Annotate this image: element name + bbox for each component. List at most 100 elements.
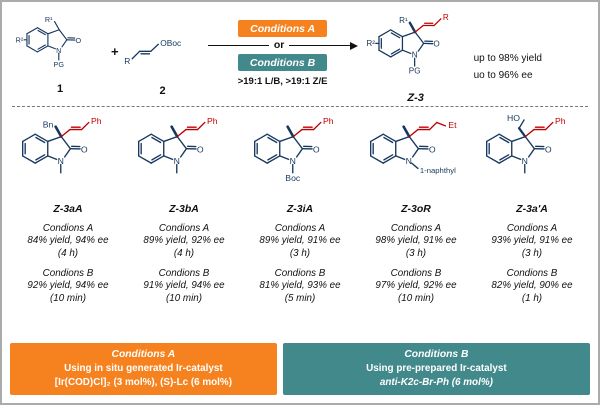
atom-label: Ph — [207, 116, 218, 126]
compound-label: Z-3a'A — [516, 202, 548, 215]
legend-a-line1: Using in situ generated Ir-catalyst — [64, 363, 223, 375]
bond — [498, 155, 513, 164]
conditions-b-title: Condions B — [158, 267, 210, 279]
product-block: N O PG R¹ R R² Z-3 — [360, 10, 472, 104]
bond — [35, 136, 46, 144]
legend-a-title: Conditions A — [111, 348, 176, 360]
result-a: 89% yield, 92% ee — [143, 234, 225, 246]
bond — [151, 136, 162, 144]
bond — [414, 31, 424, 45]
legend-b-line1: Using pre-prepared Ir-catalyst — [366, 363, 507, 375]
time-b: (10 min) — [166, 293, 202, 305]
atom-label: R — [124, 56, 130, 66]
structure-Z-3a-prime-A: N O HO Ph — [486, 113, 566, 174]
compound-number-2: 2 — [159, 85, 166, 98]
bond — [267, 136, 278, 144]
bond — [524, 135, 536, 150]
ee-note: uo to 96% ee — [473, 70, 533, 81]
bond — [54, 125, 63, 138]
time-a: (4 h) — [57, 247, 79, 259]
result-b: 82% yield, 90% ee — [491, 279, 573, 291]
or-label: or — [273, 39, 285, 51]
product-entry-2: N O Ph Z-3bA Condions A 89% yield, 92% ee … — [126, 113, 242, 306]
atom-label: N — [174, 156, 180, 166]
yield-note: up to 98% yield — [473, 53, 542, 64]
bond — [486, 155, 500, 164]
conditions-a-title: Condions A — [274, 222, 326, 234]
bond — [377, 49, 391, 58]
bond — [499, 154, 510, 161]
conditions-a-title: Condions A — [506, 222, 558, 234]
bond — [60, 128, 71, 138]
atom-label: R¹ — [399, 16, 408, 25]
bond — [390, 32, 400, 39]
bond — [279, 135, 294, 143]
conditions-b-title: Condions B — [390, 267, 442, 279]
bond — [150, 133, 165, 143]
bond — [417, 42, 424, 52]
structure-Z-3aA: N O Bn Ph — [22, 116, 102, 174]
atom-label: R — [443, 13, 449, 22]
bond — [176, 128, 187, 138]
conditions-b-legend: Conditions B Using pre-prepared Ir-catal… — [282, 342, 590, 395]
bond — [436, 121, 447, 127]
bond — [390, 48, 400, 55]
atom-label: R¹ — [45, 15, 53, 24]
bond — [26, 27, 38, 35]
bond — [47, 29, 60, 35]
structure-product-Z-3: N O PG R¹ R R² — [366, 13, 449, 75]
bond — [138, 155, 152, 164]
bond — [22, 133, 36, 143]
bond — [395, 135, 410, 143]
bond — [401, 31, 416, 38]
bond — [511, 155, 522, 160]
time-a: (3 h) — [289, 247, 311, 259]
bond — [80, 121, 90, 131]
atom-label: Ph — [555, 116, 566, 126]
bond — [138, 133, 152, 143]
bond — [382, 155, 397, 164]
bond — [370, 155, 384, 164]
bond — [131, 50, 140, 60]
time-b: (5 min) — [284, 293, 316, 305]
atom-label: PG — [408, 66, 420, 75]
arrow-line-right — [289, 45, 351, 46]
result-a: 89% yield, 91% ee — [259, 234, 341, 246]
bond — [292, 135, 304, 150]
atom-label: OBoc — [160, 38, 181, 48]
bond — [401, 49, 411, 55]
bond — [377, 29, 391, 38]
conditions-b-title: Condions B — [506, 267, 558, 279]
result-a: 98% yield, 91% ee — [375, 234, 457, 246]
bond — [53, 20, 60, 31]
legend-b-line2: anti-K2c-Br-Ph (6 mol%) — [379, 377, 493, 389]
atom-label: O — [76, 36, 82, 45]
atom-label: HO — [507, 113, 520, 123]
legend-a-line2: [Ir(COD)Cl]₂ (3 mol%), (S)-Lc (6 mol%) — [54, 377, 232, 389]
bond — [37, 29, 46, 36]
structure-Z-3bA: N O Ph — [138, 116, 218, 174]
bond — [292, 128, 303, 138]
bond — [150, 155, 165, 164]
bond — [408, 21, 416, 34]
conditions-arrow-block: Conditions A or Conditions B >19:1 L/B, … — [207, 20, 358, 87]
bond — [486, 133, 500, 143]
bond — [34, 155, 49, 164]
bond — [35, 154, 46, 161]
bond — [149, 43, 159, 52]
bond — [408, 128, 419, 138]
atom-label: 1-naphthyl — [420, 166, 456, 175]
compound-label: Z-3aA — [53, 202, 83, 215]
bond — [151, 154, 162, 161]
bond — [58, 29, 68, 41]
structure-reactant-2: R OBoc — [124, 38, 181, 66]
atom-label: O — [545, 144, 552, 154]
bond — [414, 24, 424, 33]
conditions-a-title: Condions A — [42, 222, 94, 234]
legend-b-title: Conditions B — [404, 348, 469, 360]
bond — [179, 147, 188, 158]
bond — [37, 44, 46, 50]
result-b: 92% yield, 94% ee — [27, 279, 109, 291]
bond — [196, 121, 206, 131]
atom-label: R² — [366, 39, 375, 48]
